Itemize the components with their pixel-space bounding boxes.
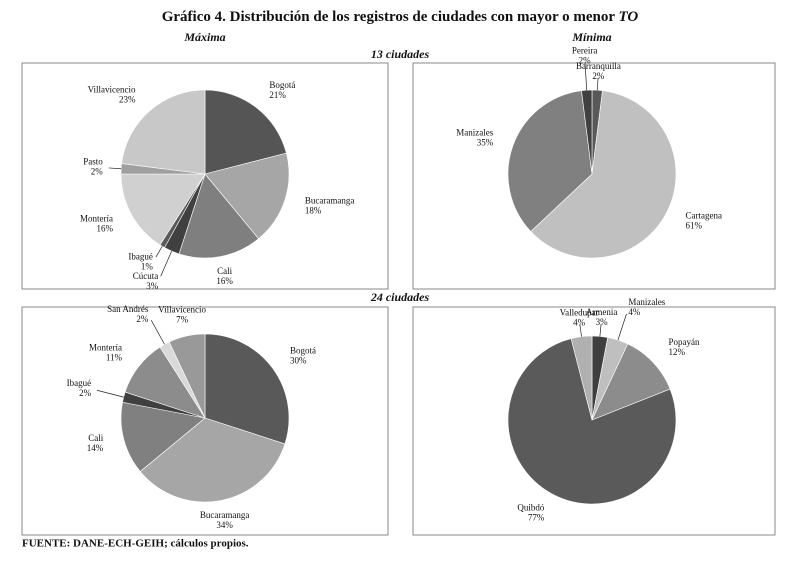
slice-label: Bucaramanga (305, 196, 354, 206)
leader-line (617, 313, 627, 341)
leader-line (160, 250, 172, 277)
slice-label: San Andrés (107, 304, 149, 314)
slice-label: Armenia (586, 307, 618, 317)
slice-value-label: 2% (136, 314, 149, 324)
title-text: Gráfico 4. Distribución de los registros… (162, 9, 616, 25)
slice-label: Cúcuta (133, 271, 159, 281)
slice-value-label: 2% (79, 388, 92, 398)
slice-value-label: 35% (477, 137, 494, 147)
pie-slice (591, 343, 671, 421)
slice-label: Ibagué (67, 378, 92, 388)
title-italic: TO (619, 9, 639, 25)
pie-slice (507, 90, 593, 232)
slice-value-label: 2% (592, 71, 605, 81)
pie-slice (120, 401, 206, 472)
slice-value-label: 61% (686, 221, 703, 231)
slice-label: Pasto (83, 157, 103, 167)
slice-label: Ibagué (128, 251, 153, 261)
slice-value-label: 1% (141, 261, 154, 271)
column-label: Mínima (571, 30, 611, 44)
slice-value-label: 2% (579, 56, 592, 66)
pie-slice (507, 338, 677, 505)
slice-label: Valledupar (560, 307, 599, 317)
pie-slice (178, 173, 259, 259)
slice-value-label: 12% (669, 347, 686, 357)
slice-label: Montería (80, 214, 113, 224)
slice-label: Barranquilla (576, 61, 621, 71)
slice-value-label: 4% (628, 307, 641, 317)
leader-line (584, 62, 588, 91)
leader-line (596, 77, 599, 91)
pie-slice (204, 89, 287, 175)
leader-line (150, 320, 165, 345)
slice-value-label: 23% (119, 94, 136, 104)
slice-label: Pereira (572, 46, 597, 56)
slice-value-label: 16% (96, 224, 113, 234)
figure-title: Gráfico 4. Distribución de los registros… (162, 9, 639, 25)
row-label: 13 ciudades (371, 47, 430, 61)
slice-label: Manizales (456, 127, 493, 137)
slice-label: Villavicencio (158, 305, 206, 315)
panel (21, 306, 389, 536)
slice-label: Bucaramanga (200, 510, 249, 520)
row-label: 24 ciudades (370, 290, 430, 304)
leader-line (599, 323, 602, 337)
pie-slice (168, 333, 206, 419)
slice-value-label: 2% (91, 167, 104, 177)
source-note: FUENTE: DANE-ECH-GEIH; cálculos propios. (22, 538, 249, 550)
slice-value-label: 11% (106, 353, 123, 363)
slice-label: Quibdó (517, 503, 545, 513)
panel (21, 62, 389, 290)
pie-slice (530, 90, 677, 259)
slice-value-label: 21% (269, 90, 286, 100)
slice-value-label: 4% (573, 317, 586, 327)
slice-label: Cali (217, 266, 232, 276)
pie-slice (120, 173, 206, 246)
panel (412, 62, 776, 290)
slice-label: Villavicencio (88, 84, 136, 94)
slice-label: Manizales (628, 297, 665, 307)
slice-value-label: 34% (216, 520, 233, 530)
slice-label: Cali (88, 433, 103, 443)
pie-slice (204, 333, 290, 445)
slice-label: Montería (89, 343, 122, 353)
pie-slice (139, 417, 286, 503)
column-label: Máxima (183, 30, 225, 44)
slice-label: Bogotá (290, 345, 316, 355)
slice-value-label: 77% (528, 513, 545, 523)
leader-line (155, 246, 163, 258)
slice-value-label: 14% (87, 443, 104, 453)
slice-value-label: 16% (216, 276, 233, 286)
slice-label: Popayán (669, 337, 700, 347)
leader-line (108, 167, 122, 170)
slice-label: Bogotá (269, 80, 295, 90)
panel (412, 306, 776, 536)
pie-slice (121, 89, 206, 175)
slice-value-label: 3% (146, 281, 159, 291)
leader-line (579, 324, 582, 337)
leader-line (96, 389, 124, 398)
slice-value-label: 30% (290, 355, 307, 365)
slice-value-label: 18% (305, 206, 322, 216)
slice-value-label: 7% (176, 315, 189, 325)
pie-slice (204, 152, 290, 240)
pie-slice (581, 89, 593, 175)
slice-value-label: 3% (596, 317, 609, 327)
slice-label: Cartagena (686, 211, 722, 221)
